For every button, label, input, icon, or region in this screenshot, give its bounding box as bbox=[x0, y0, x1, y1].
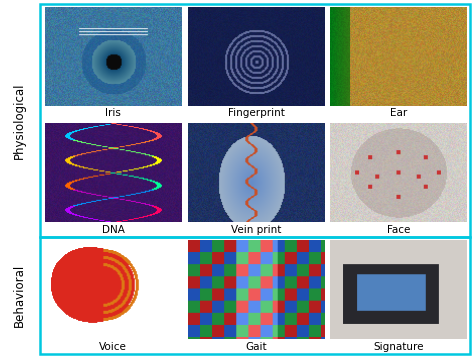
Text: Voice: Voice bbox=[100, 342, 128, 352]
Text: Fingerprint: Fingerprint bbox=[228, 108, 284, 118]
Text: Face: Face bbox=[387, 225, 410, 235]
Text: Gait: Gait bbox=[245, 342, 267, 352]
Bar bbox=[40, 237, 470, 354]
Text: Vein print: Vein print bbox=[231, 225, 281, 235]
Text: Behavioral: Behavioral bbox=[12, 264, 26, 327]
Text: Iris: Iris bbox=[105, 108, 121, 118]
Text: Ear: Ear bbox=[390, 108, 407, 118]
Text: Signature: Signature bbox=[374, 342, 424, 352]
Text: Physiological: Physiological bbox=[12, 82, 26, 159]
Text: DNA: DNA bbox=[102, 225, 125, 235]
Bar bbox=[40, 4, 470, 237]
